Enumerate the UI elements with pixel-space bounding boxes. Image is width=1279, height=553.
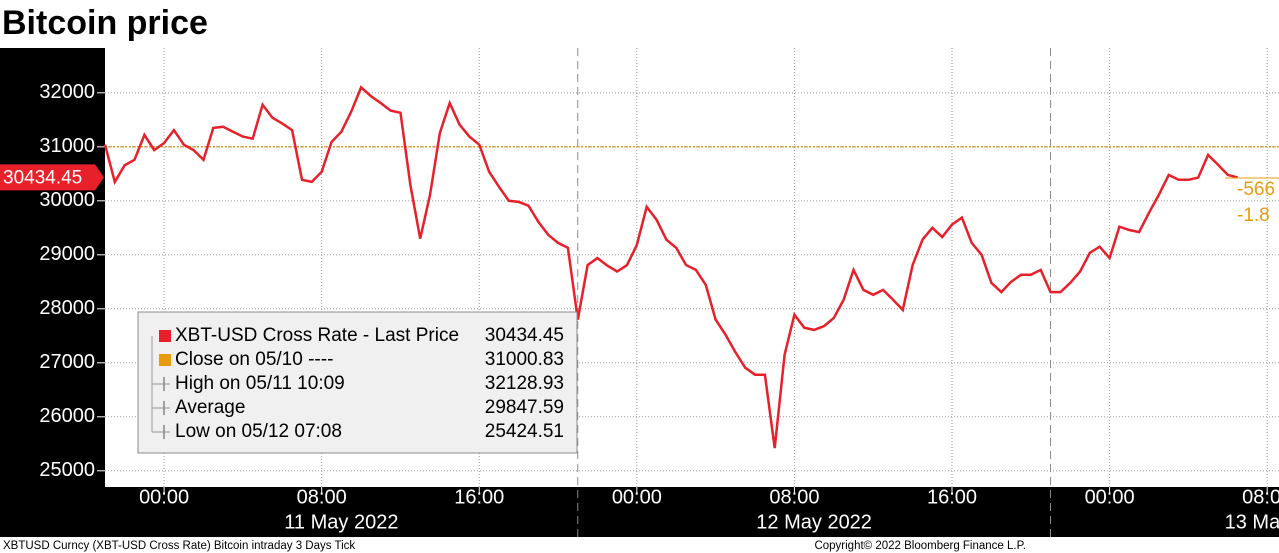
x-tick-label: 16:00: [927, 486, 977, 508]
legend-label: Close on 05/10 ----: [175, 349, 333, 370]
legend: XBT-USD Cross Rate - Last Price 30434.45 C…: [137, 311, 578, 454]
legend-label: Average: [175, 397, 245, 418]
x-tick-label: 00:00: [139, 486, 189, 508]
y-tick-label: 30000: [39, 189, 95, 211]
y-tick-label: 27000: [39, 351, 95, 373]
legend-value: 25424.51: [485, 421, 564, 442]
y-tick-label: 25000: [39, 459, 95, 481]
legend-swatch: [159, 330, 171, 342]
footer-source: XBTUSD Curncy (XBT-USD Cross Rate) Bitco…: [3, 540, 355, 552]
legend-value: 29847.59: [485, 397, 564, 418]
day-label: 12 May 2022: [756, 511, 872, 533]
y-tick-label: 28000: [39, 297, 95, 319]
y-tick-label: 31000: [39, 135, 95, 157]
x-tick-label: 08:00: [297, 486, 347, 508]
day-label: 11 May 2022: [284, 511, 398, 533]
x-tick-label: 00:00: [1085, 486, 1135, 508]
y-tick-label: 26000: [39, 405, 95, 427]
legend-value: 31000.83: [485, 349, 564, 370]
last-price-label: 30434.45: [3, 167, 82, 188]
legend-box: [137, 311, 578, 454]
y-tick-label: 32000: [39, 81, 95, 103]
change-label: -566: [1237, 179, 1275, 200]
price-line: [103, 85, 1238, 449]
x-tick-label: 16:00: [454, 486, 504, 508]
x-tick-label: 08:00: [769, 486, 819, 508]
last-price-tag: [0, 164, 104, 191]
legend-label: High on 05/11 10:09: [175, 373, 345, 394]
legend-value: 32128.93: [485, 373, 564, 394]
x-tick-label: 00:00: [612, 486, 662, 508]
legend-label: XBT-USD Cross Rate - Last Price: [175, 325, 459, 346]
y-axis-panel: [0, 48, 105, 537]
y-tick-label: 29000: [39, 243, 95, 265]
day-label: 13 Ma: [1225, 511, 1279, 533]
footer-copyright: Copyright© 2022 Bloomberg Finance L.P.: [814, 540, 1026, 552]
chart-title: Bitcoin price: [2, 4, 208, 42]
x-axis-panel: [0, 487, 1279, 537]
x-tick-label: 08:00: [1242, 486, 1279, 508]
legend-swatch: [159, 354, 171, 366]
legend-value: 30434.45: [485, 325, 564, 346]
legend-label: Low on 05/12 07:08: [175, 421, 342, 442]
change-label: -1.8: [1237, 205, 1270, 226]
